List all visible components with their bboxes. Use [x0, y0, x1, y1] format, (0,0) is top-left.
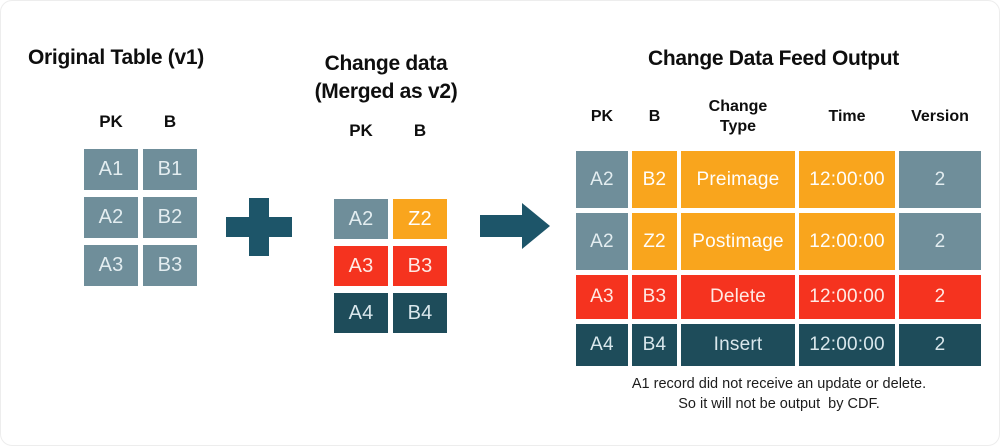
cdf-col-header-time: Time — [828, 108, 866, 125]
table-cell: 12:00:00 — [799, 151, 895, 208]
change-data-column-headers: PK B — [334, 121, 447, 141]
table-cell: A2 — [84, 197, 138, 238]
cdf-col-header-version: Version — [911, 108, 969, 125]
cdf-col-header-change-type: Change Type — [708, 98, 768, 135]
table-cell: 2 — [899, 213, 981, 270]
table-cell: A4 — [576, 324, 628, 366]
cdf-column-headers: PK B Change Type Time Version — [576, 93, 981, 141]
change-data-table: A2 Z2 A3 B3 A4 B4 — [334, 199, 447, 333]
table-cell: 2 — [899, 275, 981, 319]
table-cell: B3 — [632, 275, 677, 319]
original-col-header-b: B — [163, 112, 177, 131]
table-cell: A3 — [84, 245, 138, 286]
original-col-header-pk: PK — [99, 112, 123, 131]
table-cell: 12:00:00 — [799, 324, 895, 366]
table-cell: B3 — [393, 246, 447, 286]
original-table-title: Original Table (v1) — [28, 46, 204, 69]
table-cell: Delete — [681, 275, 795, 319]
table-cell: A3 — [576, 275, 628, 319]
table-cell: B2 — [143, 197, 197, 238]
cdf-output-table: A2 B2 Preimage 12:00:00 2 A2 Z2 Postimag… — [576, 151, 981, 366]
table-cell: 2 — [899, 151, 981, 208]
table-cell: A2 — [576, 151, 628, 208]
table-cell: Insert — [681, 324, 795, 366]
table-cell: 2 — [899, 324, 981, 366]
change-data-title-line1: Change data — [324, 52, 448, 75]
table-cell: B4 — [632, 324, 677, 366]
table-cell: A1 — [84, 149, 138, 190]
table-cell: A3 — [334, 246, 388, 286]
table-cell: A2 — [334, 199, 388, 239]
plus-icon — [226, 198, 292, 261]
table-cell: B4 — [393, 293, 447, 333]
change-data-col-header-b: B — [413, 121, 427, 140]
table-cell: 12:00:00 — [799, 213, 895, 270]
table-cell: Postimage — [681, 213, 795, 270]
cdf-col-header-pk: PK — [590, 108, 614, 125]
footnote-line1: A1 record did not receive an update or d… — [631, 376, 927, 392]
cdf-col-header-b: B — [648, 108, 661, 125]
table-cell: A2 — [576, 213, 628, 270]
cdf-output-title: Change Data Feed Output — [648, 47, 899, 70]
arrow-right-icon — [480, 203, 550, 254]
table-cell: B2 — [632, 151, 677, 208]
table-cell: Preimage — [681, 151, 795, 208]
table-cell: B3 — [143, 245, 197, 286]
change-data-title-line2: (Merged as v2) — [314, 80, 458, 103]
change-data-col-header-pk: PK — [349, 121, 373, 140]
original-table: A1 B1 A2 B2 A3 B3 — [84, 149, 197, 286]
table-cell: A4 — [334, 293, 388, 333]
change-data-title: Change data (Merged as v2) — [301, 50, 471, 106]
table-cell: B1 — [143, 149, 197, 190]
table-cell: Z2 — [393, 199, 447, 239]
table-cell: 12:00:00 — [799, 275, 895, 319]
footnote-line2: So it will not be output by CDF. — [678, 396, 880, 412]
table-cell: Z2 — [632, 213, 677, 270]
original-table-column-headers: PK B — [84, 112, 197, 132]
footnote: A1 record did not receive an update or d… — [561, 374, 997, 414]
